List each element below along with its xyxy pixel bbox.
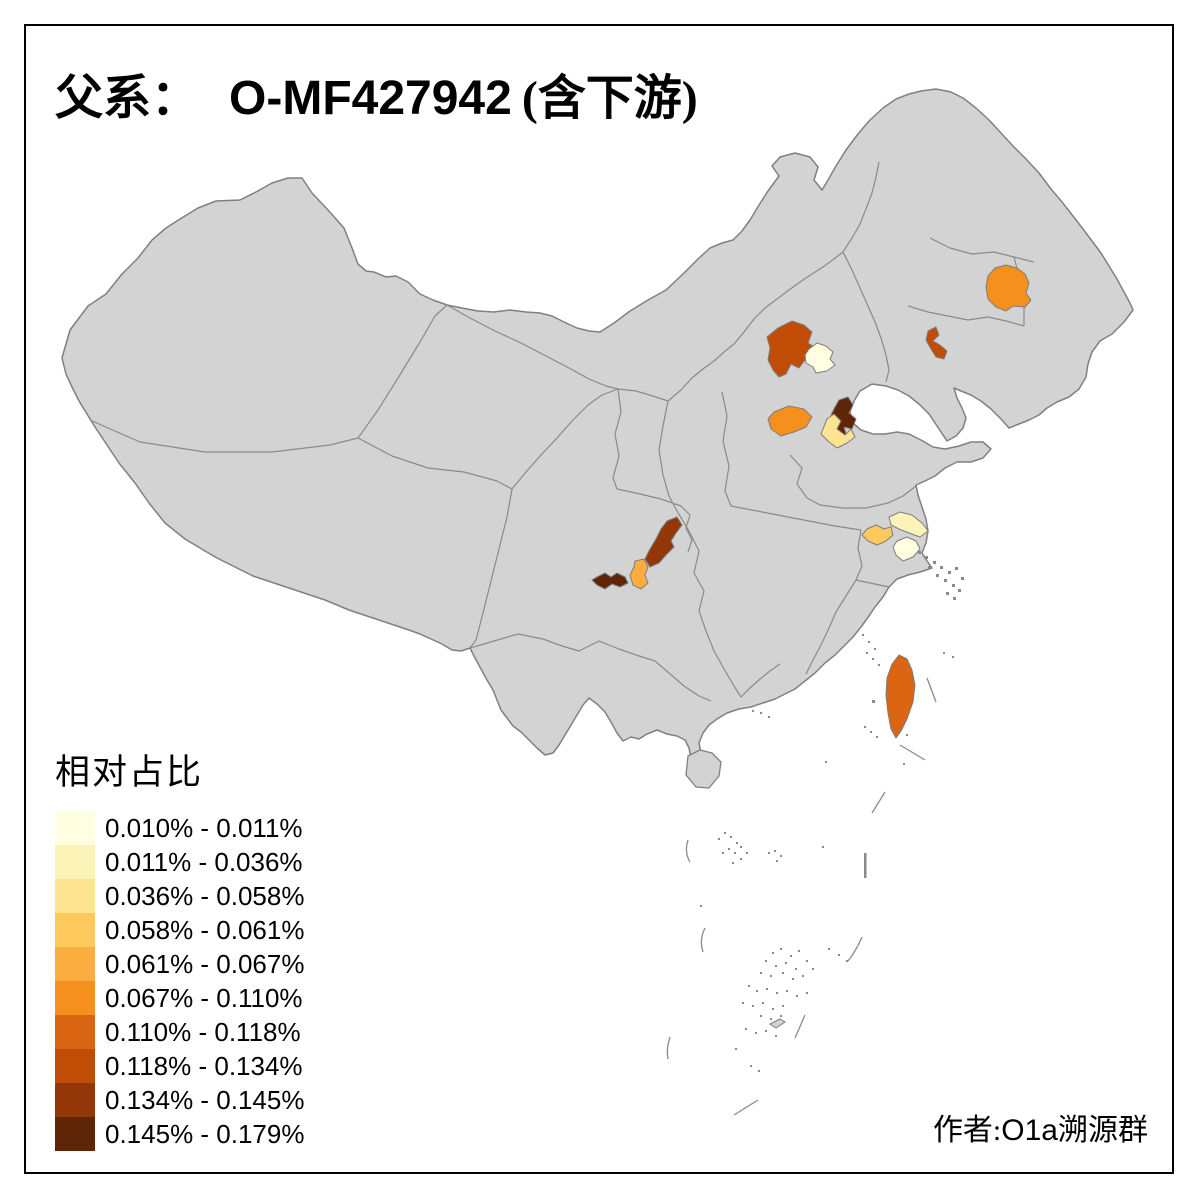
scs-arc-lines bbox=[666, 677, 937, 1116]
legend-row: 0.058% - 0.061% bbox=[55, 913, 304, 947]
region-jiangsu-coast-north bbox=[888, 511, 929, 538]
legend-label-1: 0.010% - 0.011% bbox=[105, 812, 303, 843]
legend-title: 相对占比 bbox=[55, 753, 204, 792]
region-hebei-south bbox=[767, 405, 813, 437]
legend-swatch-8 bbox=[55, 1049, 95, 1083]
hainan-island bbox=[685, 749, 722, 789]
region-inner-mongolia-chifeng bbox=[766, 320, 823, 378]
legend-swatch-10 bbox=[55, 1117, 95, 1151]
legend-label-6: 0.067% - 0.110% bbox=[105, 982, 303, 1013]
legend-swatch-9 bbox=[55, 1083, 95, 1117]
legend-swatch-6 bbox=[55, 981, 95, 1015]
mainland-landmass bbox=[61, 88, 1134, 762]
legend-row: 0.145% - 0.179% bbox=[55, 1117, 304, 1151]
legend-swatch-4 bbox=[55, 913, 95, 947]
legend-row: 0.011% - 0.036% bbox=[55, 845, 304, 879]
scs-specks bbox=[700, 832, 848, 1072]
legend-row: 0.110% - 0.118% bbox=[55, 1015, 304, 1049]
legend-label-5: 0.061% - 0.067% bbox=[105, 948, 305, 979]
attribution-group-cjk: 溯源群 bbox=[1058, 1114, 1148, 1147]
title-suffix: (含下游) bbox=[521, 72, 698, 125]
legend-row: 0.061% - 0.067% bbox=[55, 947, 304, 981]
legend-row: 0.010% - 0.011% bbox=[55, 811, 304, 845]
legend-row: 0.036% - 0.058% bbox=[55, 879, 304, 913]
legend-label-4: 0.058% - 0.061% bbox=[105, 914, 305, 945]
south-china-sea-islands bbox=[666, 677, 937, 1116]
legend-swatch-2 bbox=[55, 845, 95, 879]
region-beijing-area bbox=[804, 342, 836, 374]
legend-row: 0.118% - 0.134% bbox=[55, 1049, 304, 1083]
scs-reef-island bbox=[769, 1018, 786, 1029]
region-liaoning-central bbox=[925, 326, 948, 360]
attribution-group-latin: O1a bbox=[1001, 1114, 1058, 1147]
legend-row: 0.134% - 0.145% bbox=[55, 1083, 304, 1117]
region-sichuan-east-vertical bbox=[644, 516, 683, 568]
attribution-prefix: 作者: bbox=[932, 1114, 1002, 1147]
legend-swatch-5 bbox=[55, 947, 95, 981]
region-sichuan-south-orange bbox=[629, 558, 649, 590]
legend-label-10: 0.145% - 0.179% bbox=[105, 1118, 305, 1149]
legend-label-9: 0.134% - 0.145% bbox=[105, 1084, 305, 1115]
scs-bar-island bbox=[864, 853, 867, 878]
legend: 相对占比 0.010% - 0.011% 0.011% - 0.036% 0.0… bbox=[55, 744, 304, 1151]
choropleth-regions bbox=[591, 264, 1032, 739]
legend-label-2: 0.011% - 0.036% bbox=[105, 846, 303, 877]
page-title: 父系： O-MF427942 (含下游) bbox=[55, 58, 698, 128]
legend-swatch-7 bbox=[55, 1015, 95, 1049]
legend-row: 0.067% - 0.110% bbox=[55, 981, 304, 1015]
region-jiangsu-coast-south bbox=[892, 536, 921, 562]
region-sichuan-south-dark bbox=[591, 572, 629, 590]
legend-label-7: 0.110% - 0.118% bbox=[105, 1016, 301, 1047]
province-borders bbox=[89, 161, 1035, 702]
legend-label-3: 0.036% - 0.058% bbox=[105, 880, 305, 911]
region-taiwan bbox=[885, 654, 916, 739]
legend-swatch-3 bbox=[55, 879, 95, 913]
attribution: 作者:O1a溯源群 bbox=[933, 1105, 1148, 1149]
region-jilin-central bbox=[985, 264, 1032, 312]
region-jiangsu-central bbox=[861, 524, 894, 546]
mainland-outline bbox=[61, 88, 1134, 789]
legend-label-8: 0.118% - 0.134% bbox=[105, 1050, 303, 1081]
title-prefix: 父系： bbox=[55, 72, 200, 125]
title-haplogroup: O-MF427942 bbox=[229, 72, 512, 125]
legend-swatch-1 bbox=[55, 811, 95, 845]
region-hebei-coastal-south bbox=[820, 413, 856, 449]
